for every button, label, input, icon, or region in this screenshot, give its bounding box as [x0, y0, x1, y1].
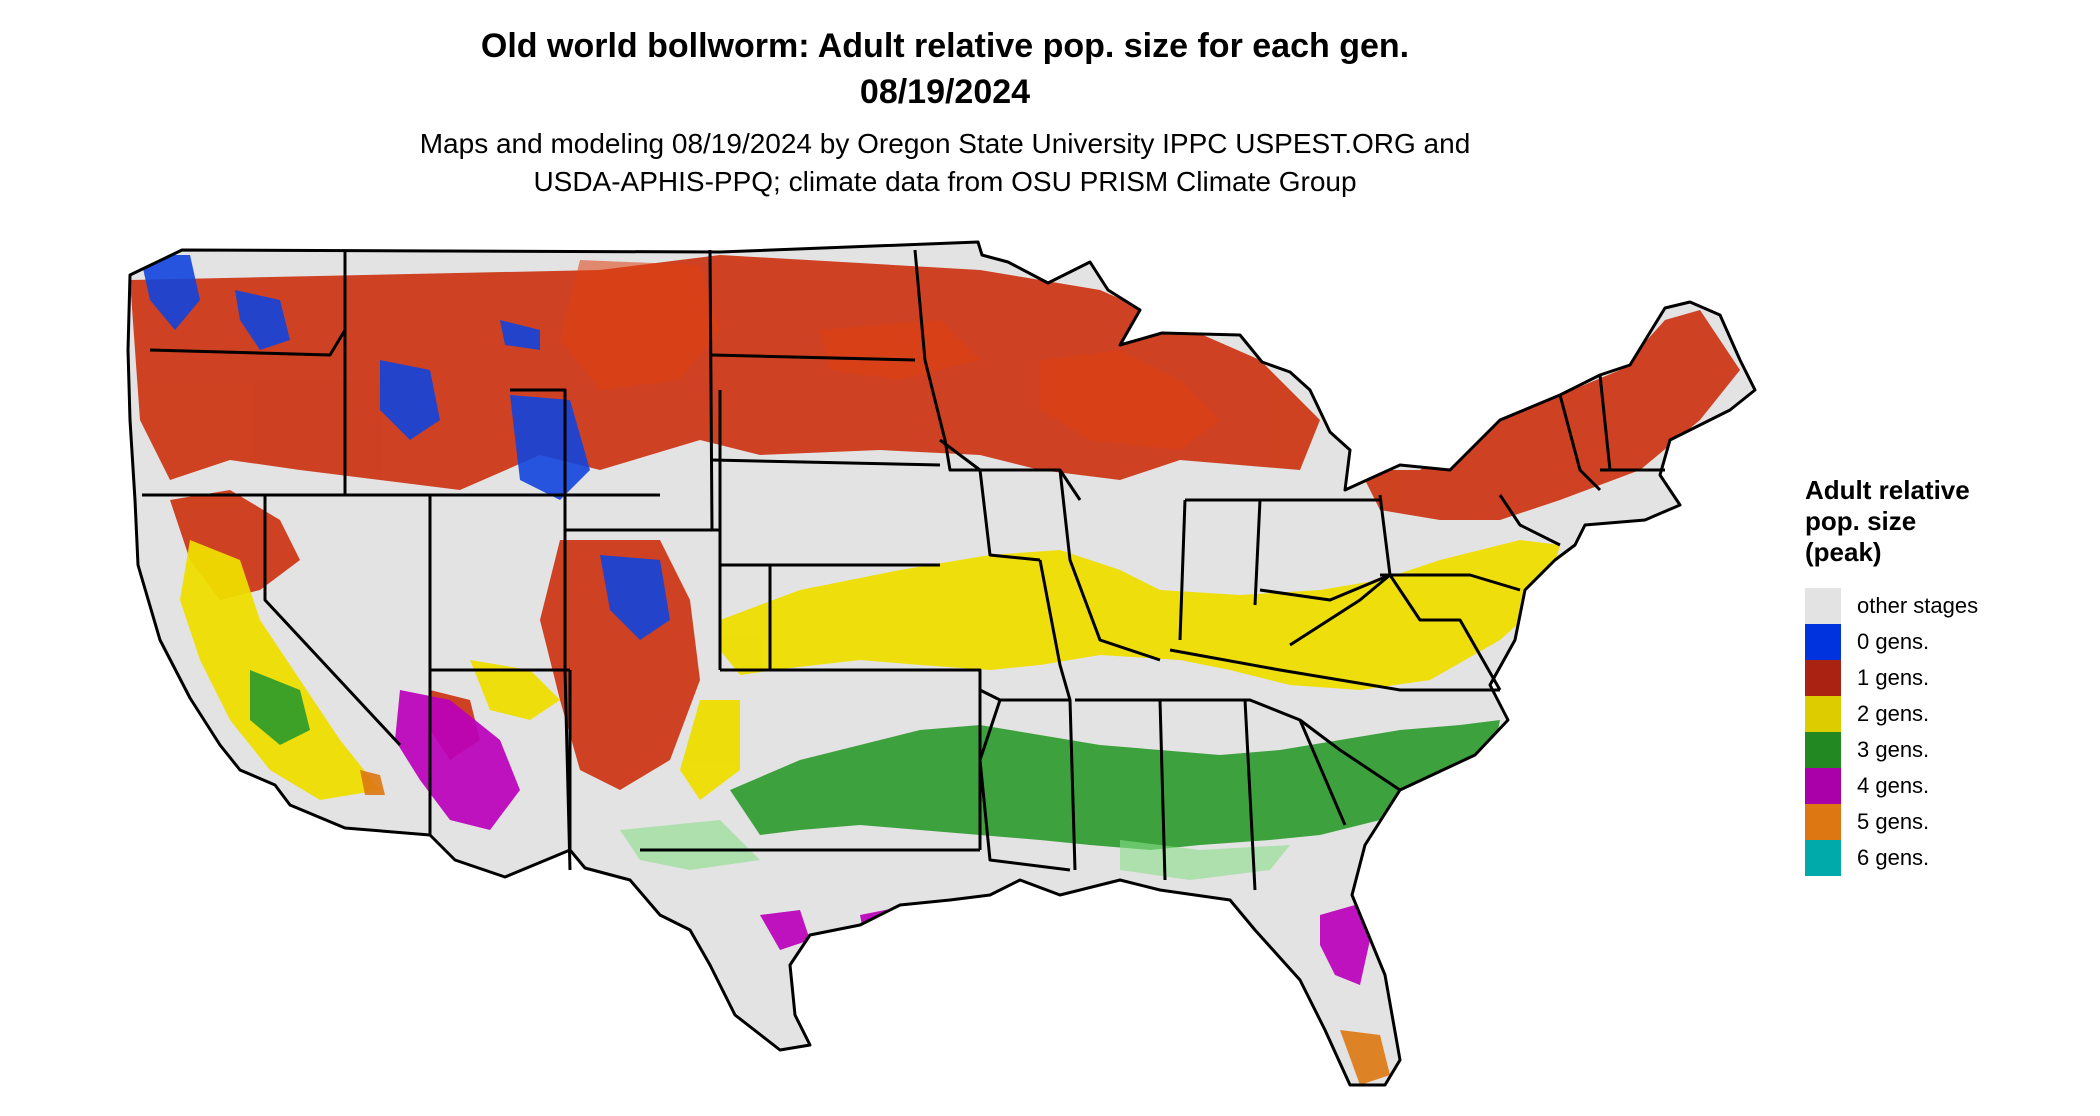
legend-swatch: [1805, 804, 1841, 840]
legend-item-0-gens: 0 gens.: [1805, 624, 1978, 660]
legend-label: 2 gens.: [1857, 701, 1930, 726]
legend-item-1-gens: 1 gens.: [1805, 660, 1978, 696]
legend-swatch: [1805, 768, 1841, 804]
legend-item-6-gens: 6 gens.: [1805, 840, 1978, 876]
map-title: Old world bollworm: Adult relative pop. …: [480, 27, 1410, 65]
legend-label: 4 gens.: [1857, 773, 1930, 798]
legend-title-line-3: (peak): [1805, 537, 1882, 567]
legend-swatch: [1805, 588, 1841, 624]
legend-item-5-gens: 5 gens.: [1805, 804, 1978, 840]
legend-label: 0 gens.: [1857, 629, 1930, 654]
legend-item-other-stages: other stages: [1805, 588, 1978, 624]
legend-label: 5 gens.: [1857, 809, 1930, 834]
legend-item-2-gens: 2 gens.: [1805, 696, 1978, 732]
legend: Adult relative pop. size (peak) other st…: [1805, 475, 1978, 876]
map-credit-line-2: USDA-APHIS-PPQ; climate data from OSU PR…: [533, 166, 1357, 197]
legend-label: 1 gens.: [1857, 665, 1930, 690]
legend-label: other stages: [1857, 593, 1979, 618]
legend-title-line-1: Adult relative: [1805, 475, 1970, 505]
map-date: 08/19/2024: [859, 73, 1031, 111]
legend-swatch: [1805, 696, 1841, 732]
legend-swatch: [1805, 840, 1841, 876]
us-generations-map: [126, 240, 1757, 1087]
legend-swatch: [1805, 660, 1841, 696]
legend-title-line-2: pop. size: [1805, 506, 1917, 536]
legend-swatch: [1805, 732, 1841, 768]
legend-label: 3 gens.: [1857, 737, 1930, 762]
legend-title: Adult relative pop. size (peak): [1805, 475, 1978, 568]
legend-swatch: [1805, 624, 1841, 660]
legend-item-3-gens: 3 gens.: [1805, 732, 1978, 768]
legend-item-4-gens: 4 gens.: [1805, 768, 1978, 804]
legend-label: 6 gens.: [1857, 845, 1930, 870]
map-credit-line-1: Maps and modeling 08/19/2024 by Oregon S…: [419, 128, 1471, 159]
